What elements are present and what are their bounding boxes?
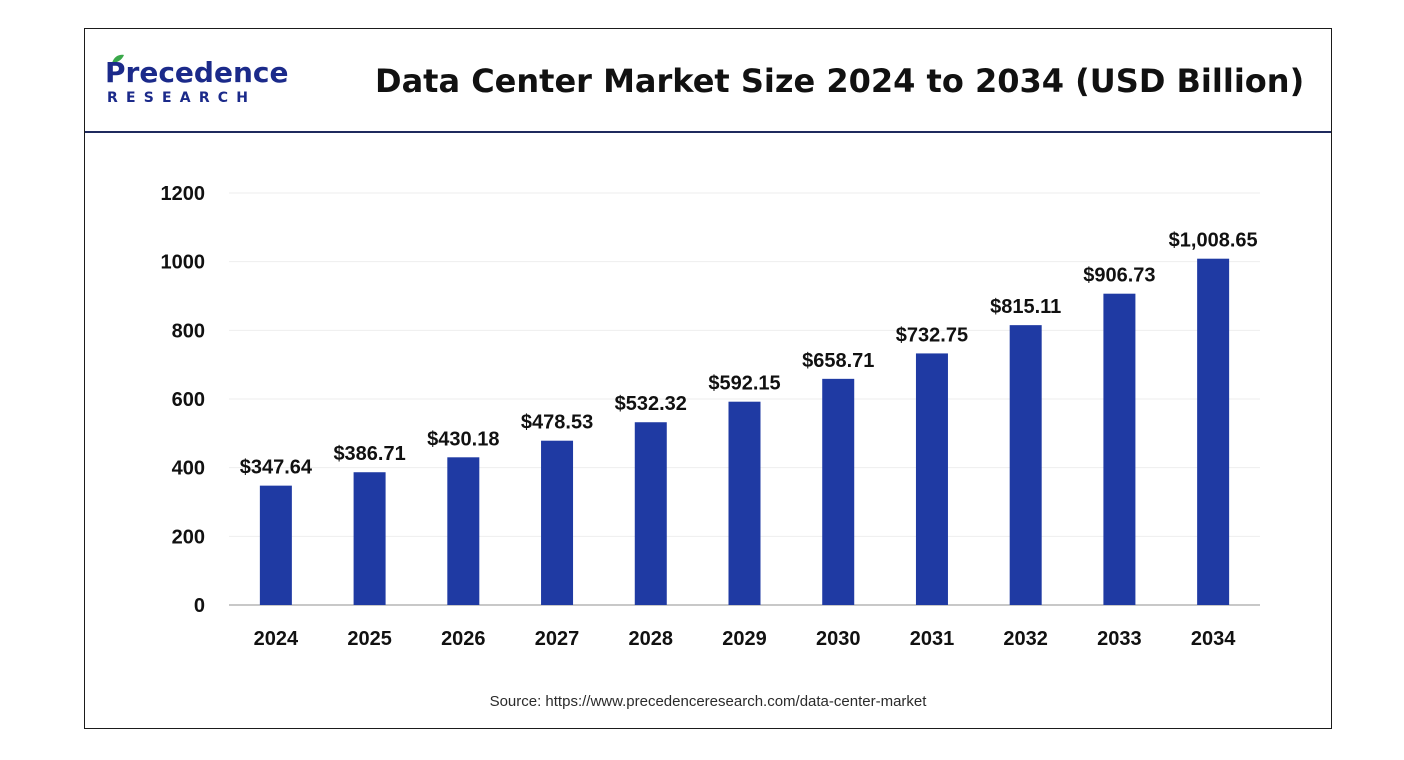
data-label-2031: $732.75 — [896, 324, 968, 346]
data-label-2033: $906.73 — [1083, 265, 1155, 287]
bar-2033 — [1103, 293, 1136, 605]
bar-2031 — [915, 353, 948, 605]
x-tick-label-2032: 2032 — [1003, 628, 1048, 650]
source-note: Source: https://www.precedenceresearch.c… — [489, 693, 927, 710]
y-tick-label: 0 — [194, 595, 205, 617]
x-tick-label-2025: 2025 — [347, 628, 392, 650]
x-tick-label-2034: 2034 — [1191, 628, 1236, 650]
y-tick-label: 200 — [172, 526, 205, 548]
y-tick-label: 600 — [172, 389, 205, 411]
bar-2024 — [259, 485, 292, 605]
y-tick-label: 1200 — [161, 183, 206, 205]
logo-wordmark: Precedence — [105, 56, 289, 89]
bar-2030 — [822, 378, 855, 605]
x-tick-label-2029: 2029 — [722, 628, 767, 650]
bar-2029 — [728, 401, 761, 605]
x-tick-label-2024: 2024 — [254, 628, 299, 650]
bars — [259, 258, 1230, 605]
y-tick-label: 800 — [172, 320, 205, 342]
data-label-2024: $347.64 — [240, 457, 313, 479]
data-labels: $347.64 $386.71 $430.18 $478.53 $532.32 $592.… — [240, 230, 1258, 479]
data-label-2025: $386.71 — [333, 443, 405, 465]
leaf-icon — [112, 54, 124, 63]
x-tick-label-2027: 2027 — [535, 628, 580, 650]
bar-2032 — [1009, 325, 1042, 605]
data-label-2028: $532.32 — [615, 393, 687, 415]
logo-subtext: RESEARCH — [107, 90, 257, 106]
y-axis-ticks: 0 200 400 600 800 1000 1200 — [161, 183, 206, 617]
bar-2027 — [541, 440, 574, 605]
bar-chart: 0 200 400 600 800 1000 1200 $347.64 $386.71 $430… — [161, 183, 1260, 650]
data-label-2026: $430.18 — [427, 428, 499, 450]
x-tick-label-2026: 2026 — [441, 628, 486, 650]
y-tick-label: 1000 — [161, 252, 206, 274]
bar-2026 — [447, 457, 480, 605]
chart-frame: Precedence RESEARCH Data Center Market S… — [84, 28, 1332, 729]
data-label-2027: $478.53 — [521, 412, 593, 434]
x-tick-label-2031: 2031 — [910, 628, 955, 650]
data-label-2034: $1,008.65 — [1169, 230, 1258, 252]
data-label-2029: $592.15 — [708, 373, 780, 395]
y-tick-label: 400 — [172, 458, 205, 480]
chart-header: Precedence RESEARCH Data Center Market S… — [85, 29, 1331, 133]
bar-2028 — [634, 422, 667, 605]
chart-title: Data Center Market Size 2024 to 2034 (US… — [375, 62, 1305, 100]
data-label-2030: $658.71 — [802, 350, 874, 372]
x-tick-label-2033: 2033 — [1097, 628, 1142, 650]
x-axis-ticks: 2024 2025 2026 2027 2028 2029 2030 2031 2032 2033… — [254, 628, 1237, 650]
precedence-research-logo: Precedence RESEARCH — [105, 54, 295, 109]
x-tick-label-2030: 2030 — [816, 628, 861, 650]
bar-2034 — [1197, 258, 1230, 605]
x-tick-label-2028: 2028 — [629, 628, 674, 650]
data-label-2032: $815.11 — [990, 296, 1061, 318]
bar-2025 — [353, 472, 386, 605]
grid-lines — [229, 192, 1260, 606]
